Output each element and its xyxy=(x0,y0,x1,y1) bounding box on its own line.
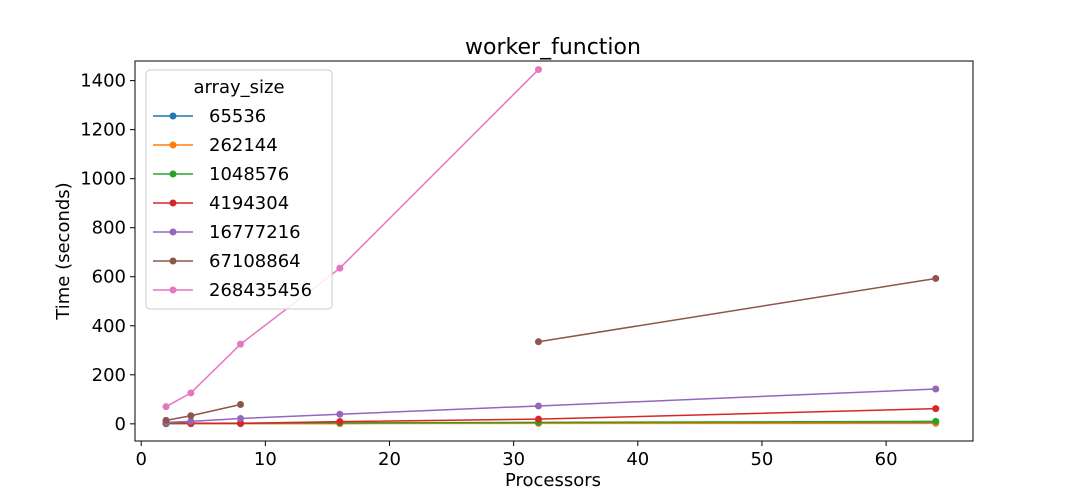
data-point xyxy=(336,264,344,272)
legend-marker xyxy=(169,286,177,294)
legend-label: 67108864 xyxy=(209,251,301,272)
x-tick-label: 50 xyxy=(750,449,773,470)
legend-entries: 65536 262144 1048576 4194304 16777216 6710886… xyxy=(153,106,312,301)
chart-title: worker_function xyxy=(465,35,641,60)
x-tick-label: 30 xyxy=(502,449,525,470)
data-point xyxy=(534,402,542,410)
data-point xyxy=(237,400,245,408)
y-tick-label: 400 xyxy=(92,316,126,337)
data-point xyxy=(237,414,245,422)
data-point xyxy=(162,416,170,424)
x-axis-label: Processors xyxy=(505,470,601,491)
legend-label: 4194304 xyxy=(209,193,289,214)
series-layer xyxy=(162,66,940,428)
data-point xyxy=(162,403,170,411)
data-point xyxy=(237,340,245,348)
y-tick-label: 0 xyxy=(115,414,126,435)
series-line xyxy=(166,388,936,424)
series-268435456 xyxy=(162,66,542,411)
legend-marker xyxy=(169,141,177,149)
legend-box xyxy=(145,69,333,310)
series-line xyxy=(538,277,936,343)
legend-item: 4194304 xyxy=(153,193,289,214)
series-line xyxy=(166,407,936,425)
legend-marker xyxy=(169,199,177,207)
y-tick-label: 1000 xyxy=(80,169,126,190)
data-point xyxy=(534,415,542,423)
plot-area xyxy=(134,60,974,442)
series-67108864 xyxy=(162,274,940,424)
y-tick-label: 600 xyxy=(92,267,126,288)
x-tick-label: 40 xyxy=(626,449,649,470)
data-point xyxy=(932,385,940,393)
data-point xyxy=(237,419,245,427)
x-tick-label: 60 xyxy=(875,449,898,470)
legend-label: 268435456 xyxy=(209,280,312,301)
legend: array_size 65536 262144 1048576 4194304 1677… xyxy=(145,69,333,310)
series-line xyxy=(165,403,241,422)
data-point xyxy=(336,410,344,418)
y-tick-label: 1400 xyxy=(80,71,126,92)
legend-title: array_size xyxy=(193,77,284,98)
legend-marker xyxy=(169,112,177,120)
legend-item: 262144 xyxy=(153,135,278,156)
y-axis: 0 200 400 600 800 1000 1200 1400 xyxy=(80,71,135,435)
legend-marker xyxy=(169,228,177,236)
legend-item: 65536 xyxy=(153,106,266,127)
data-point xyxy=(932,405,940,413)
y-tick-label: 200 xyxy=(92,365,126,386)
y-tick-label: 1200 xyxy=(80,120,126,141)
legend-item: 16777216 xyxy=(153,222,301,243)
data-point xyxy=(187,389,195,397)
legend-label: 1048576 xyxy=(209,164,289,185)
y-tick-label: 800 xyxy=(92,218,126,239)
legend-item: 1048576 xyxy=(153,164,289,185)
data-point xyxy=(932,274,940,282)
data-point xyxy=(534,66,542,74)
legend-marker xyxy=(169,257,177,265)
data-point xyxy=(187,412,195,420)
x-tick-label: 20 xyxy=(378,449,401,470)
data-point xyxy=(932,417,940,425)
series-16777216 xyxy=(162,385,940,426)
legend-label: 16777216 xyxy=(209,222,301,243)
data-point xyxy=(187,417,195,425)
y-axis-label: Time (seconds) xyxy=(53,182,74,320)
x-axis: 0 10 20 30 40 50 60 xyxy=(135,441,898,470)
data-point xyxy=(534,338,542,346)
legend-label: 262144 xyxy=(209,135,278,156)
x-tick-label: 0 xyxy=(135,449,146,470)
legend-label: 65536 xyxy=(209,106,266,127)
legend-marker xyxy=(169,170,177,178)
x-tick-label: 10 xyxy=(254,449,277,470)
data-point xyxy=(336,418,344,426)
legend-item: 268435456 xyxy=(153,280,312,301)
legend-item: 67108864 xyxy=(153,251,301,272)
